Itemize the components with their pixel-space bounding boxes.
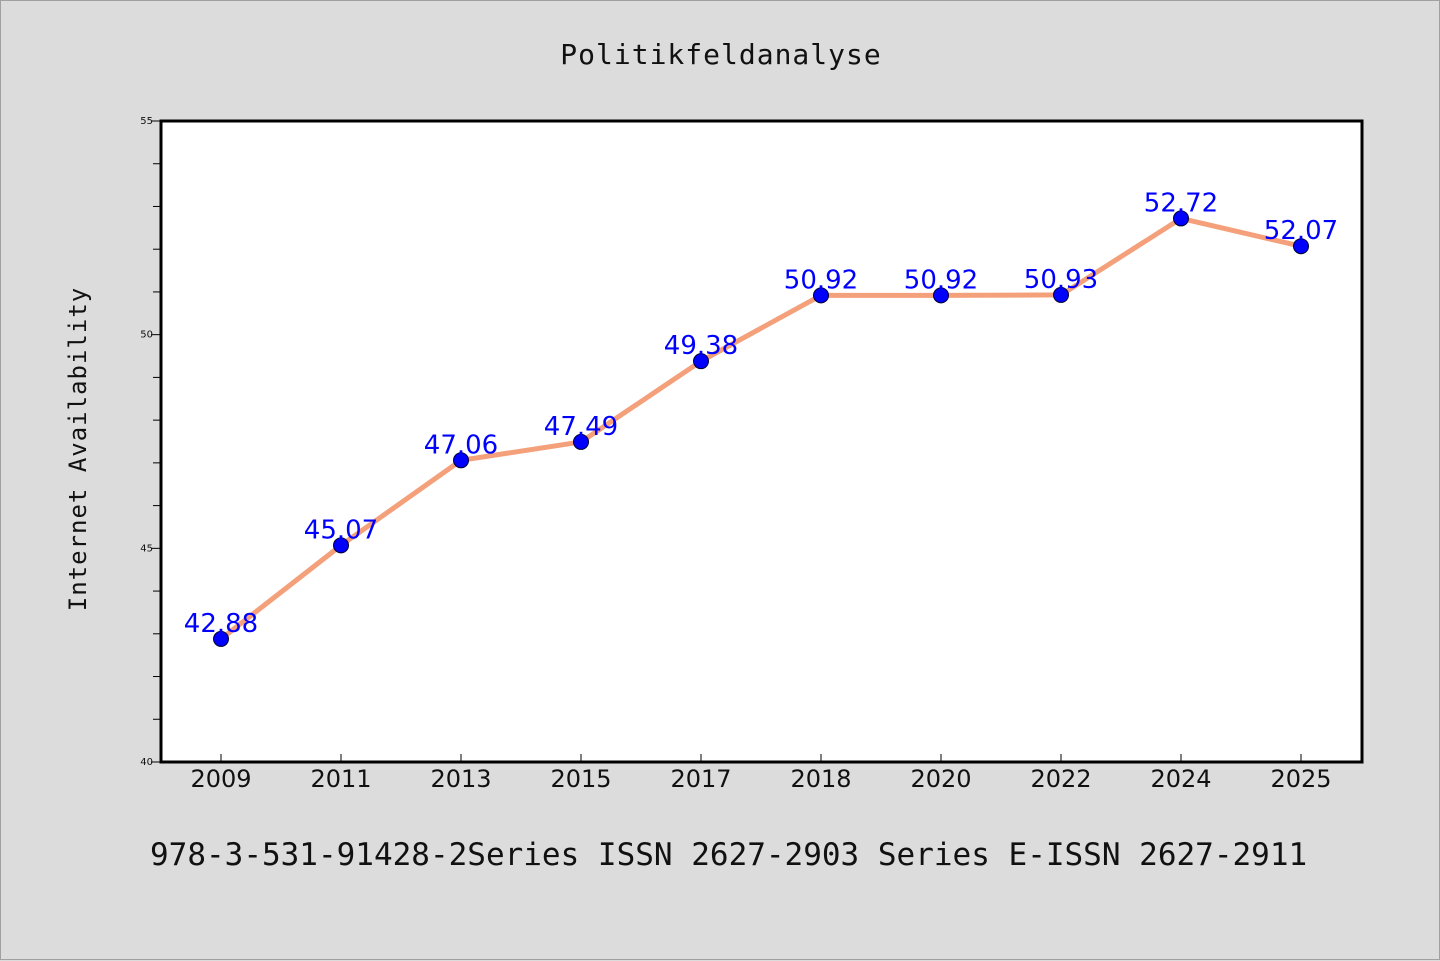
data-point (813, 287, 829, 304)
y-tick-label: 40 (140, 757, 153, 768)
data-point (573, 433, 589, 450)
data-label: 50.93 (1024, 265, 1098, 295)
data-label: 50.92 (784, 265, 858, 295)
x-tick-label: 2015 (550, 765, 611, 793)
x-tick-label: 2018 (790, 765, 851, 793)
series-layer: 42.88 45.07 47.06 47.49 49.38 50.92 50.92 50.93… (184, 188, 1338, 647)
x-tick-label: 2011 (310, 765, 371, 793)
x-tick-label: 2022 (1030, 765, 1091, 793)
data-label: 50.92 (904, 265, 978, 295)
data-point (1173, 210, 1189, 227)
data-point (1293, 238, 1309, 255)
x-tick-label: 2025 (1270, 765, 1331, 793)
data-label: 47.06 (424, 430, 498, 460)
data-label: 52.72 (1144, 188, 1218, 218)
series-line (218, 215, 1304, 642)
chart-title: Politikfeldanalyse (560, 38, 881, 71)
data-label: 47.49 (544, 412, 618, 442)
data-point (333, 537, 349, 554)
y-axis: 40 45 50 55 (140, 116, 161, 768)
x-tick-label: 2020 (910, 765, 971, 793)
y-tick-label: 45 (140, 543, 153, 554)
y-axis-label: Internet Availability (64, 287, 92, 611)
y-tick-label: 55 (140, 116, 153, 127)
x-axis: 2009 2011 2013 2015 2017 2018 2020 2022 2024 2025 (190, 754, 1332, 793)
x-tick-label: 2017 (670, 765, 731, 793)
data-label: 42.88 (184, 609, 258, 639)
x-tick-label: 2013 (430, 765, 491, 793)
data-label: 52.07 (1264, 216, 1338, 246)
x-tick-label: 2009 (190, 765, 251, 793)
data-point (213, 630, 229, 647)
y-tick-label: 50 (140, 330, 153, 341)
x-tick-label: 2024 (1150, 765, 1211, 793)
data-point (693, 353, 709, 370)
data-label: 45.07 (304, 515, 378, 545)
data-point (1053, 286, 1069, 303)
data-point (453, 452, 469, 469)
data-point (933, 287, 949, 304)
data-label: 49.38 (664, 331, 738, 361)
footer-text: 978-3-531-91428-2Series ISSN 2627-2903 S… (150, 837, 1307, 873)
